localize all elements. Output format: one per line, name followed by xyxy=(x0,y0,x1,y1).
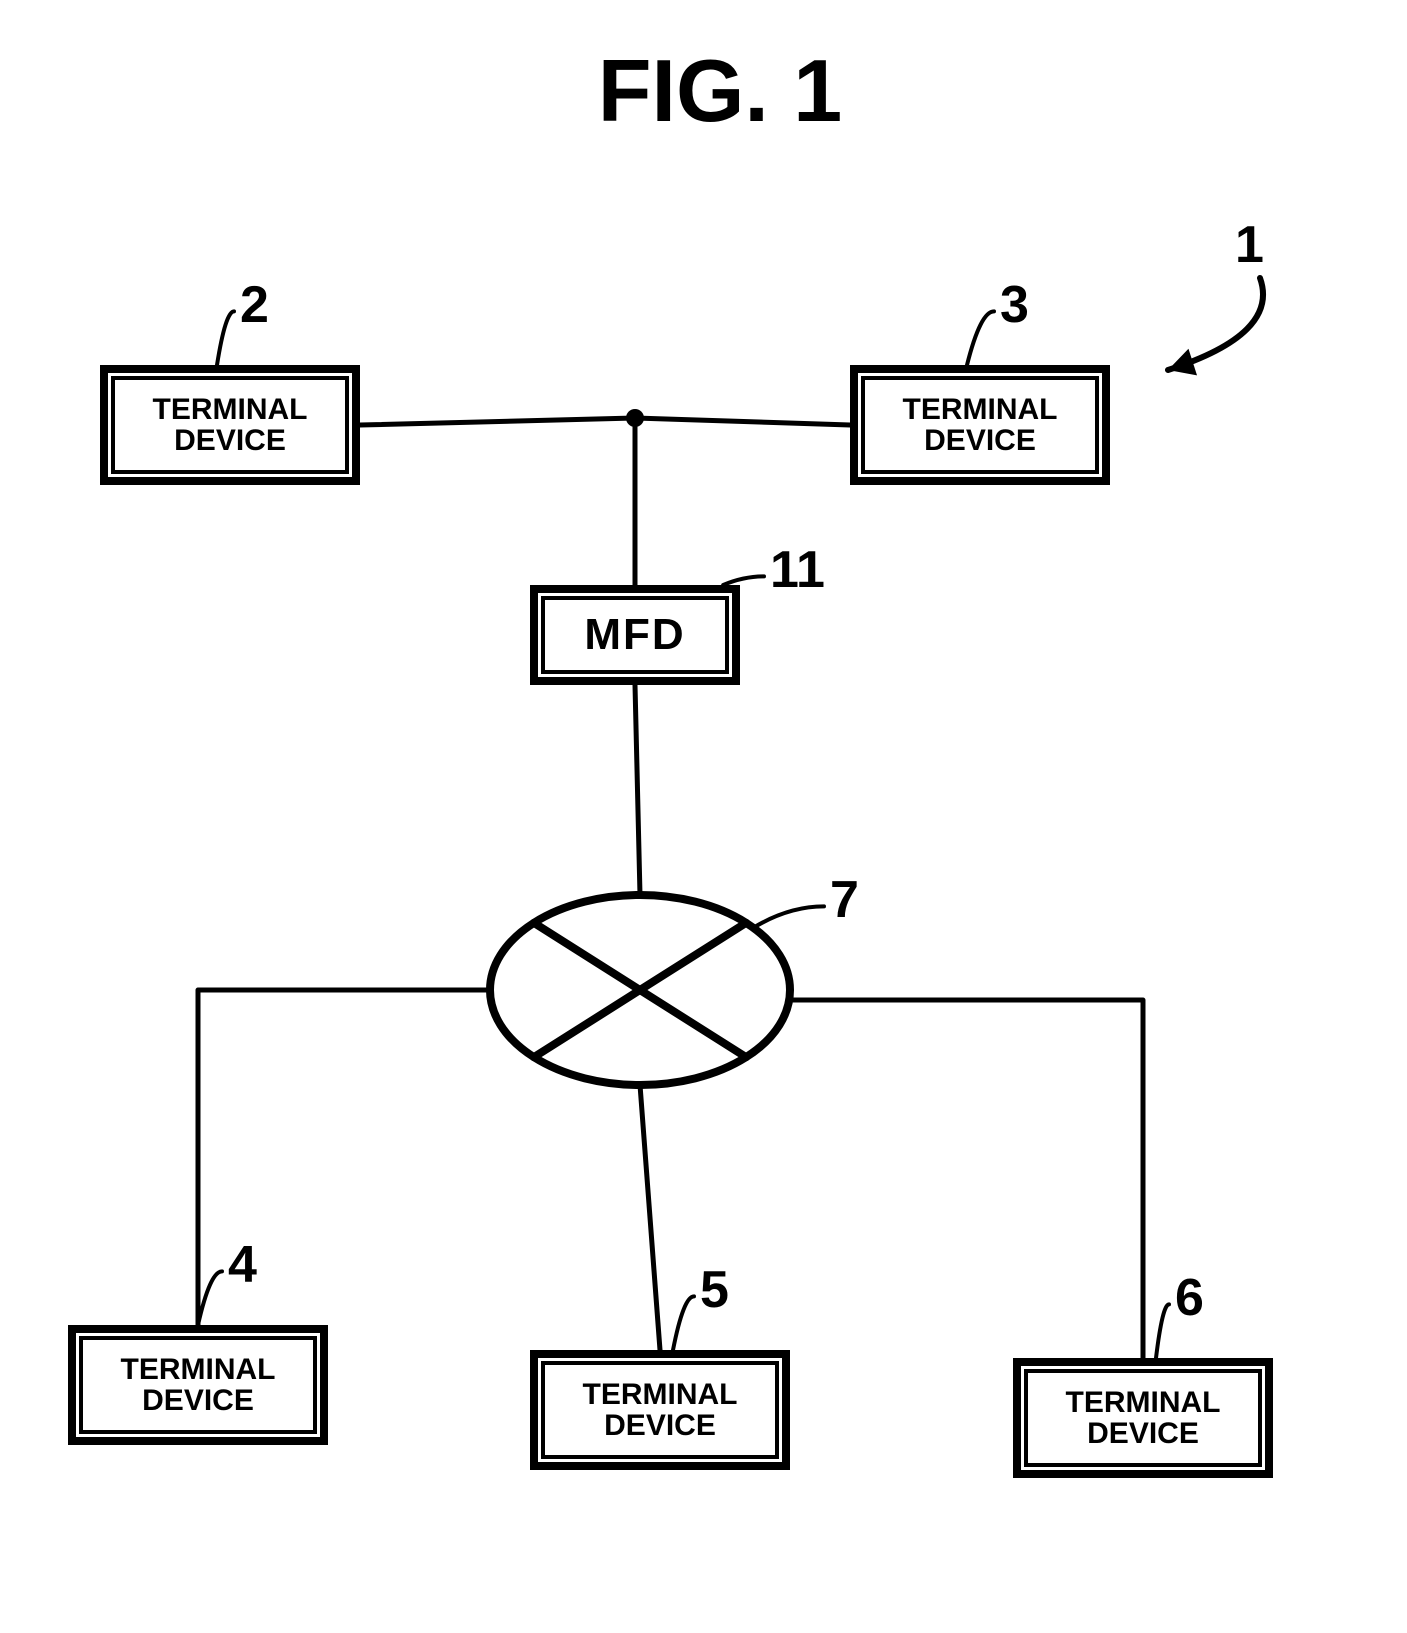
terminal-device-3: TERMINAL DEVICE xyxy=(850,365,1110,485)
terminal-device-5: TERMINAL DEVICE xyxy=(530,1350,790,1470)
node-label-line2: DEVICE xyxy=(1087,1418,1199,1450)
terminal-device-6: TERMINAL DEVICE xyxy=(1013,1358,1273,1478)
node-label-line1: TERMINAL xyxy=(583,1379,738,1411)
ref-label-1: 1 xyxy=(1235,215,1264,275)
node-label-line2: DEVICE xyxy=(604,1410,716,1442)
ref-label-7: 7 xyxy=(830,870,859,930)
ref-label-4: 4 xyxy=(228,1235,257,1295)
figure-title: FIG. 1 xyxy=(510,40,930,142)
node-label-line1: TERMINAL xyxy=(121,1354,276,1386)
ref-label-2: 2 xyxy=(240,275,269,335)
node-label-line1: TERMINAL xyxy=(903,394,1058,426)
ref-label-3: 3 xyxy=(1000,275,1029,335)
node-label: MFD xyxy=(584,612,685,658)
ref-label-11: 11 xyxy=(770,540,825,600)
ref-label-5: 5 xyxy=(700,1260,729,1320)
node-label-line2: DEVICE xyxy=(924,425,1036,457)
ref-label-6: 6 xyxy=(1175,1268,1204,1328)
node-label-line2: DEVICE xyxy=(142,1385,254,1417)
node-label-line2: DEVICE xyxy=(174,425,286,457)
node-label-line1: TERMINAL xyxy=(153,394,308,426)
terminal-device-2: TERMINAL DEVICE xyxy=(100,365,360,485)
mfd-node: MFD xyxy=(530,585,740,685)
node-label-line1: TERMINAL xyxy=(1066,1387,1221,1419)
terminal-device-4: TERMINAL DEVICE xyxy=(68,1325,328,1445)
figure-canvas: FIG. 1 TERMINAL DEVICE TERMINAL DEVICE M… xyxy=(0,0,1407,1633)
